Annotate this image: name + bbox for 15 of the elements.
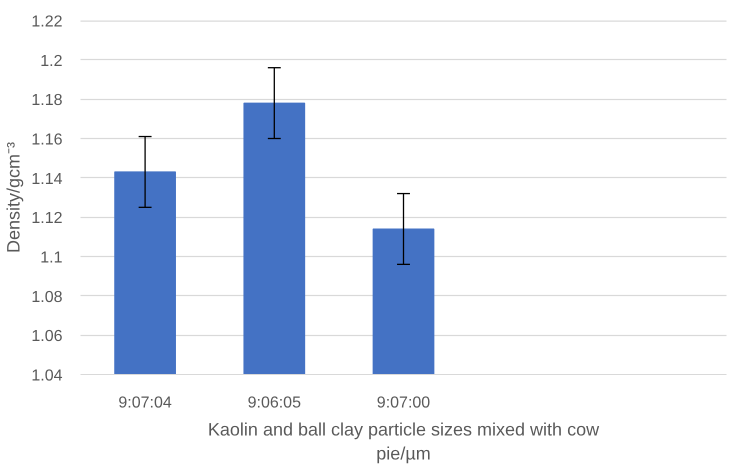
y-tick-label: 1.22 (31, 14, 63, 30)
y-tick-label: 1.12 (31, 210, 63, 228)
x-tick-label: 9:07:04 (118, 394, 172, 412)
x-tick-label: 9:06:05 (248, 394, 302, 412)
y-tick-label: 1.16 (31, 132, 63, 148)
y-tick-label: 1.08 (31, 288, 63, 306)
y-tick-label: 1.2 (40, 52, 63, 70)
x-axis-title: Kaolin and ball clay particle sizes mixed with cow pie/µm (208, 420, 600, 464)
y-tick-label: 1.18 (31, 92, 63, 110)
y-tick-label: 1.14 (31, 170, 63, 188)
y-axis-title: Density/gcm⁻³ (3, 142, 24, 254)
y-tick-label: 1.04 (31, 368, 63, 384)
y-tick-label: 1.1 (40, 250, 63, 266)
x-tick-label: 9:07:00 (376, 394, 430, 412)
y-tick-label: 1.06 (31, 328, 63, 346)
